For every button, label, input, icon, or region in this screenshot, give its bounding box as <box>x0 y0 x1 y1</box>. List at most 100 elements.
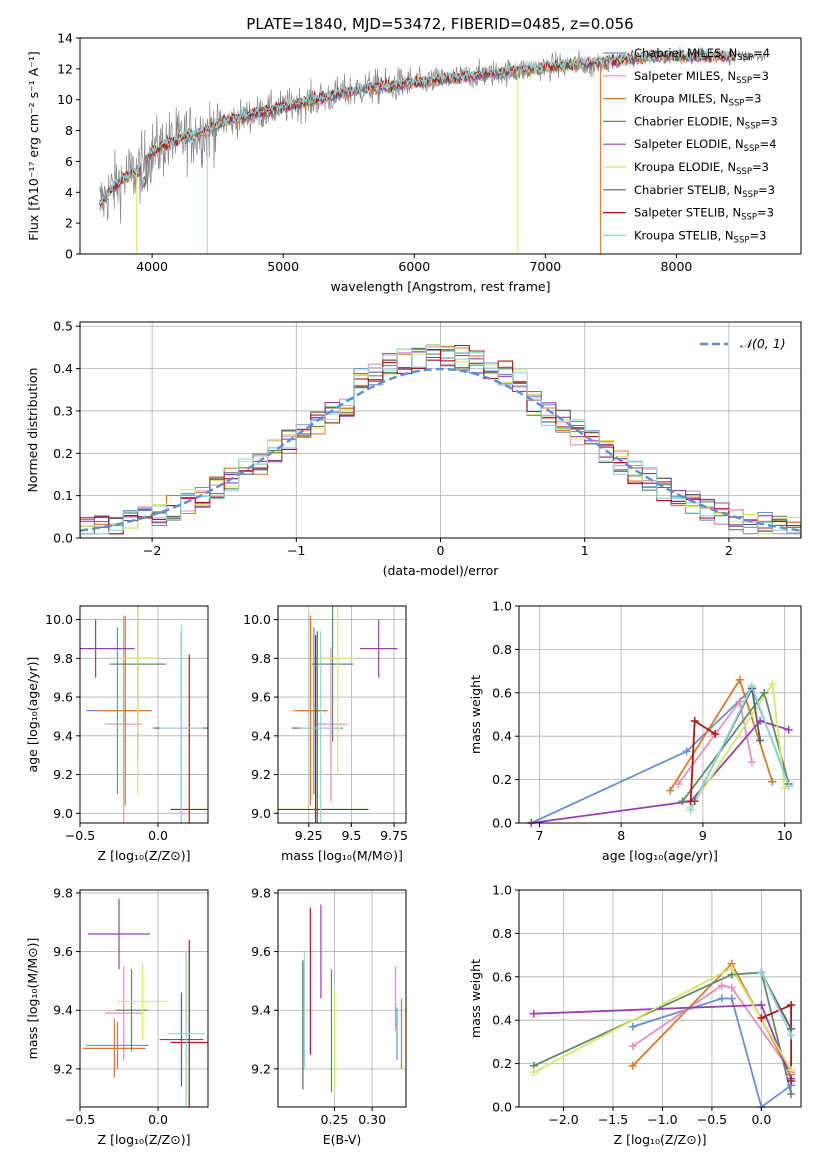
x-tick-label: 5000 <box>267 259 299 274</box>
plot-area <box>278 606 398 823</box>
legend-suffix: =3 <box>757 206 774 220</box>
axes-frame <box>79 889 209 1108</box>
weight-marker-kroupa_elodie <box>768 680 777 689</box>
x-tick-label: 2 <box>725 543 733 558</box>
weight-marker-salpeter_stelib <box>787 1076 796 1085</box>
y-tick-label: 0 <box>65 247 73 262</box>
x-tick-label: 10 <box>777 828 793 843</box>
y-axis-label: age [log₁₀(age/yr)] <box>25 657 40 773</box>
weight-marker-salpeter_stelib <box>711 730 720 739</box>
x-tick-label: 8000 <box>661 259 693 274</box>
y-tick-label: 2 <box>65 216 73 231</box>
axes-frame <box>277 605 407 824</box>
legend-label: Kroupa ELODIE, N <box>634 160 736 174</box>
axes-frame <box>79 605 209 824</box>
x-tick-label: 0.0 <box>148 828 168 843</box>
legend-entry: Salpeter STELIB, NSSP=3 <box>634 206 774 223</box>
x-axis-label: age [log₁₀(age/yr)] <box>602 848 718 863</box>
x-tick-label: 7 <box>535 828 543 843</box>
y-tick-label: 9.4 <box>53 728 73 743</box>
y-tick-label: 0.5 <box>53 319 73 334</box>
y-tick-label: 0.2 <box>53 446 73 461</box>
y-tick-label: 10.0 <box>45 612 73 627</box>
y-tick-label: 6 <box>65 154 73 169</box>
panel-residuals: −2 −1 0 1 2 0.0 0.1 0.2 0.3 0.4 0.5 (data-model)/er… <box>25 319 802 578</box>
y-axis-label: Normed distribution <box>25 368 40 493</box>
panel-age-vs-Z: −0.5 0.0 9.0 9.2 9.4 9.6 9.8 10.0 Z [log₁₀(Z/Z⊙)… <box>25 605 209 863</box>
legend-suffix: =3 <box>758 183 775 197</box>
weight-marker-kroupa_elodie <box>727 964 736 973</box>
weight-marker-chabrier_miles <box>727 994 736 1003</box>
y-tick-label: 9.0 <box>53 806 73 821</box>
legend-entry: Chabrier STELIB, NSSP=3 <box>634 183 775 200</box>
x-tick-label: 0.0 <box>751 1112 771 1127</box>
panel-mass-vs-EBV: 0.25 0.30 9.2 9.4 9.6 9.8 E(B-V) <box>251 885 407 1147</box>
x-tick-label: 9 <box>699 828 707 843</box>
weight-marker-kroupa_elodie <box>787 1066 796 1075</box>
legend-label: Chabrier STELIB, N <box>634 183 742 197</box>
y-tick-label: 12 <box>57 61 73 76</box>
x-tick-label: −1.0 <box>647 1112 677 1127</box>
x-tick-label: −2 <box>143 543 161 558</box>
y-tick-label: 0.4 <box>492 729 512 744</box>
x-tick-label: −2.0 <box>548 1112 578 1127</box>
legend-suffix: =3 <box>752 160 769 174</box>
x-tick-label: −0.5 <box>697 1112 727 1127</box>
weight-marker-chabrier_miles <box>628 1022 637 1031</box>
y-tick-label: 9.2 <box>251 767 271 782</box>
x-axis-label: Z [log₁₀(Z/Z⊙)] <box>614 1132 707 1147</box>
legend-sub: SSP <box>737 53 753 63</box>
y-tick-label: 9.4 <box>53 1003 73 1018</box>
y-tick-label: 9.8 <box>251 651 271 666</box>
x-tick-label: 9.5 <box>341 828 361 843</box>
weight-line-salpeter_miles <box>632 984 792 1073</box>
legend-entry: Kroupa STELIB, NSSP=3 <box>634 228 766 245</box>
weight-marker-salpeter_stelib <box>690 717 699 726</box>
legend-label: Salpeter STELIB, N <box>634 206 741 220</box>
legend-entry: Kroupa ELODIE, NSSP=3 <box>634 160 769 177</box>
legend-label: Kroupa STELIB, N <box>634 228 734 242</box>
x-axis-label: E(B-V) <box>323 1132 362 1147</box>
y-tick-label: 9.6 <box>53 690 73 705</box>
y-tick-label: 1.0 <box>492 883 512 898</box>
weight-marker-kroupa_elodie <box>529 1068 538 1077</box>
x-tick-label: −0.5 <box>65 1112 95 1127</box>
plot-area <box>83 898 208 1107</box>
x-tick-label: 0.30 <box>358 1112 386 1127</box>
weight-marker-kroupa_miles <box>768 777 777 786</box>
x-tick-label: 0.25 <box>321 1112 349 1127</box>
legend-sub: SSP <box>736 167 752 177</box>
legend-label: Salpeter ELODIE, N <box>634 137 744 151</box>
y-tick-label: 0.2 <box>492 772 512 787</box>
legend-entry: Kroupa MILES, NSSP=3 <box>634 92 761 109</box>
y-axis-label: mass weight <box>468 959 483 1038</box>
weight-marker-kroupa_elodie <box>780 784 789 793</box>
weight-marker-salpeter_stelib <box>787 1001 796 1010</box>
weight-marker-salpeter_elodie <box>756 717 765 726</box>
figure-title: PLATE=1840, MJD=53472, FIBERID=0485, z=0… <box>246 15 633 33</box>
legend-sub: SSP <box>736 76 752 86</box>
weight-marker-kroupa_stelib <box>757 968 766 977</box>
plot-area <box>530 677 790 823</box>
y-tick-label: 9.8 <box>251 885 271 900</box>
axes-frame <box>277 889 407 1108</box>
legend-entry: Salpeter ELODIE, NSSP=4 <box>634 137 777 154</box>
x-axis-label: wavelength [Angstrom, rest frame] <box>330 279 550 294</box>
legend-suffix: =3 <box>749 228 766 242</box>
x-axis-label: Z [log₁₀(Z/Z⊙)] <box>98 1132 191 1147</box>
y-tick-label: 9.2 <box>53 1061 73 1076</box>
weight-marker-chabrier_elodie <box>760 688 769 697</box>
legend-suffix: =4 <box>760 137 777 151</box>
weight-marker-kroupa_miles <box>735 675 744 684</box>
x-axis-label: mass [log₁₀(M/M⊙)] <box>281 848 403 863</box>
weight-marker-salpeter_stelib <box>686 797 695 806</box>
weight-marker-salpeter_elodie <box>529 1009 538 1018</box>
y-tick-label: 14 <box>57 31 73 46</box>
y-tick-label: 9.4 <box>251 728 271 743</box>
legend-sub: SSP <box>734 235 750 245</box>
y-tick-label: 0.1 <box>53 488 73 503</box>
weight-marker-kroupa_stelib <box>686 805 695 814</box>
gaussian-curve <box>80 367 801 532</box>
y-tick-label: 9.8 <box>53 651 73 666</box>
